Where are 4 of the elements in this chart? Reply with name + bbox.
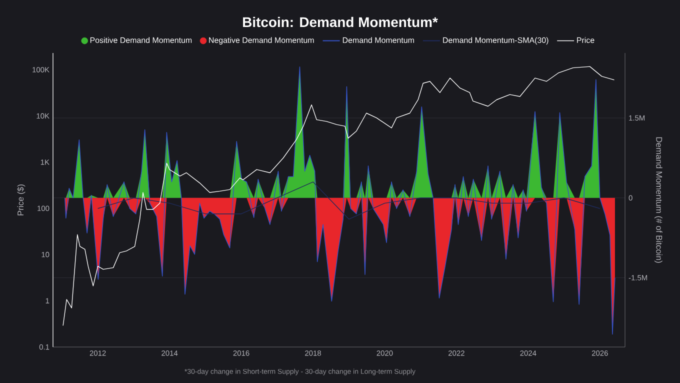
line-series: [97, 182, 600, 220]
chart-title: Bitcoin: Demand Momentum*: [243, 16, 438, 28]
y-axis-title: Price ($): [17, 184, 26, 216]
y2-axis-title: Demand Momentum (# of Bitcoin): [654, 137, 662, 263]
